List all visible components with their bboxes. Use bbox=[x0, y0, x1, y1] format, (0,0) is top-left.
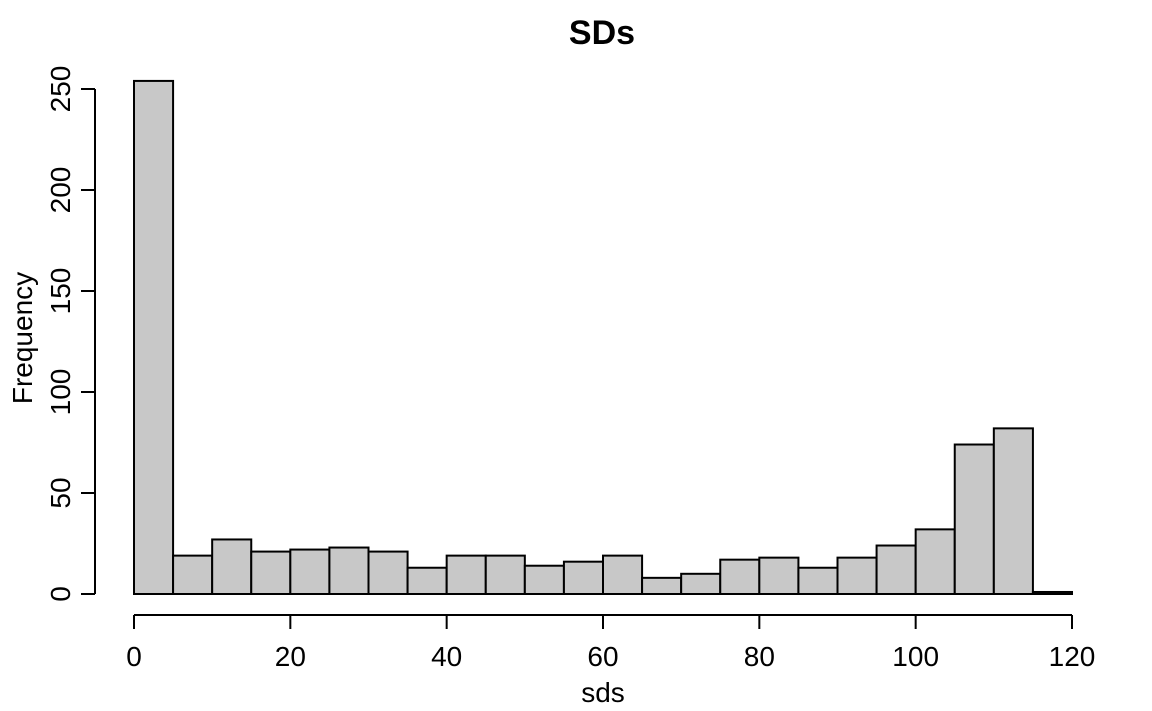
histogram-bar bbox=[523, 564, 565, 595]
histogram-bar bbox=[836, 556, 878, 596]
histogram-bar bbox=[289, 548, 331, 595]
histogram-bar bbox=[797, 566, 839, 595]
histogram-bar bbox=[758, 556, 800, 596]
histogram-bar bbox=[445, 554, 487, 595]
x-tick-label: 0 bbox=[126, 641, 142, 672]
histogram-bar bbox=[602, 554, 644, 595]
chart-title: SDs bbox=[569, 14, 635, 52]
x-axis-ticks: 0 20 40 60 80 100 120 bbox=[126, 615, 1095, 672]
y-tick-label: 100 bbox=[45, 369, 76, 416]
y-tick-label: 0 bbox=[45, 586, 76, 602]
histogram-bar bbox=[328, 546, 370, 595]
histogram-bar bbox=[484, 554, 526, 595]
histogram-bar bbox=[133, 79, 175, 596]
histogram-bar bbox=[367, 550, 409, 596]
histogram-bar bbox=[250, 550, 292, 596]
y-tick-label: 200 bbox=[45, 167, 76, 214]
y-tick-label: 150 bbox=[45, 268, 76, 315]
histogram-bar bbox=[953, 443, 995, 595]
histogram-bar bbox=[875, 544, 917, 596]
histogram-bar bbox=[719, 558, 761, 595]
bars-group bbox=[133, 79, 1073, 596]
x-tick-label: 40 bbox=[431, 641, 462, 672]
histogram-bar bbox=[680, 572, 722, 595]
x-tick-label: 20 bbox=[275, 641, 306, 672]
histogram-bar bbox=[172, 554, 214, 595]
histogram-bar bbox=[1031, 590, 1073, 595]
histogram-bar bbox=[992, 427, 1034, 595]
y-axis-ticks: 0 50 100 150 200 250 bbox=[45, 66, 95, 602]
y-tick-label: 250 bbox=[45, 66, 76, 113]
x-tick-label: 60 bbox=[587, 641, 618, 672]
histogram-bar bbox=[641, 576, 683, 596]
histogram-bar bbox=[914, 528, 956, 595]
x-tick-label: 100 bbox=[892, 641, 939, 672]
histogram-bar bbox=[562, 560, 605, 595]
histogram-bar bbox=[406, 566, 448, 595]
histogram-bar bbox=[211, 538, 253, 596]
x-tick-label: 80 bbox=[744, 641, 775, 672]
x-tick-label: 120 bbox=[1049, 641, 1096, 672]
x-axis-label: sds bbox=[581, 677, 625, 708]
y-axis-label: Frequency bbox=[7, 272, 38, 404]
y-tick-label: 50 bbox=[45, 477, 76, 508]
